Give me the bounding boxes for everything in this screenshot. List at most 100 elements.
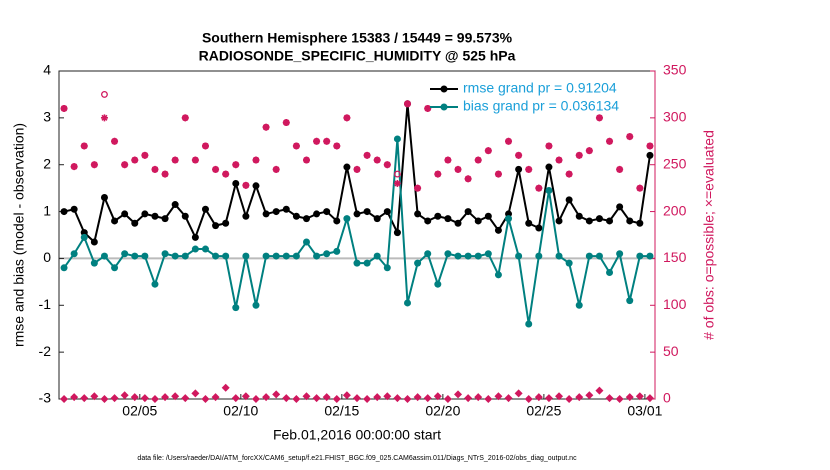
count-marker: [211, 393, 220, 402]
legend-marker: [440, 103, 448, 111]
point: [626, 297, 634, 305]
point: [242, 252, 250, 260]
count-marker: [575, 393, 584, 402]
point: [646, 151, 654, 159]
point: [302, 215, 310, 223]
point: [414, 210, 422, 218]
point: [484, 212, 492, 220]
evaluated-marker: [343, 114, 351, 122]
evaluated-marker: [222, 170, 230, 178]
count-marker: [393, 394, 402, 403]
y2-tick-label: 250: [663, 155, 687, 171]
point: [161, 250, 169, 258]
count-marker: [90, 392, 99, 401]
evaluated-marker: [191, 156, 199, 164]
evaluated-marker: [555, 156, 563, 164]
evaluated-marker: [60, 104, 68, 112]
point: [272, 208, 280, 216]
plot-frame: [58, 70, 656, 400]
evaluated-marker: [333, 142, 341, 150]
point: [201, 245, 209, 253]
point: [515, 165, 523, 173]
evaluated-marker: [414, 184, 422, 192]
point: [201, 205, 209, 213]
point: [353, 259, 361, 267]
count-marker: [595, 386, 604, 395]
point: [626, 217, 634, 225]
point: [383, 264, 391, 272]
count-marker: [555, 392, 564, 401]
point: [100, 194, 108, 202]
evaluated-marker: [373, 156, 381, 164]
y2-tick-label: 200: [663, 202, 687, 218]
y2-tick-label: 300: [663, 109, 687, 125]
count-marker: [231, 394, 240, 403]
x-tick-label: 02/20: [425, 403, 460, 419]
x-tick-label: 02/05: [122, 403, 157, 419]
x-tick-label: 02/10: [223, 403, 258, 419]
evaluated-marker: [282, 119, 290, 127]
point: [535, 224, 543, 232]
count-marker: [383, 392, 392, 401]
point: [292, 252, 300, 260]
count-marker: [635, 392, 644, 401]
evaluated-marker: [171, 156, 179, 164]
point: [212, 252, 220, 260]
x-tick-label: 02/15: [324, 403, 359, 419]
point: [545, 186, 553, 194]
point: [333, 217, 341, 225]
y-tick-label: 4: [43, 62, 51, 78]
point: [595, 252, 603, 260]
point: [70, 250, 78, 258]
point: [393, 135, 401, 143]
point: [262, 252, 270, 260]
count-marker: [70, 393, 79, 402]
count-marker: [332, 395, 341, 403]
evaluated-marker: [383, 161, 391, 169]
point: [151, 212, 159, 220]
count-marker: [110, 394, 119, 403]
count-marker: [171, 392, 180, 401]
count-marker: [464, 394, 473, 403]
possible-marker: [393, 170, 401, 178]
point: [80, 233, 88, 241]
count-marker: [150, 395, 159, 403]
count-marker: [80, 394, 89, 403]
evaluated-marker: [565, 170, 573, 178]
evaluated-marker: [161, 170, 169, 178]
point: [494, 226, 502, 234]
point: [171, 252, 179, 260]
point: [323, 208, 331, 216]
count-marker: [625, 393, 634, 402]
count-marker: [130, 393, 139, 402]
evaluated-marker: [302, 156, 310, 164]
evaluated-marker: [131, 156, 139, 164]
count-marker: [504, 394, 513, 403]
count-marker: [241, 392, 250, 401]
point: [313, 210, 321, 218]
point: [161, 215, 169, 223]
point: [393, 229, 401, 237]
count-marker: [484, 395, 493, 403]
point: [525, 320, 533, 328]
count-marker: [454, 390, 463, 399]
point: [575, 301, 583, 309]
point: [151, 280, 159, 288]
point: [141, 252, 149, 260]
count-marker: [201, 395, 210, 403]
count-marker: [272, 390, 281, 399]
point: [414, 259, 422, 267]
point: [363, 208, 371, 216]
y-tick-label: 1: [43, 202, 51, 218]
evaluated-marker: [595, 114, 603, 122]
count-marker: [312, 394, 321, 403]
evaluated-marker: [353, 165, 361, 173]
count-marker: [282, 394, 291, 403]
evaluated-marker: [626, 133, 634, 141]
point: [444, 250, 452, 258]
point: [616, 250, 624, 258]
count-marker: [302, 392, 311, 401]
point: [464, 252, 472, 260]
point: [181, 212, 189, 220]
